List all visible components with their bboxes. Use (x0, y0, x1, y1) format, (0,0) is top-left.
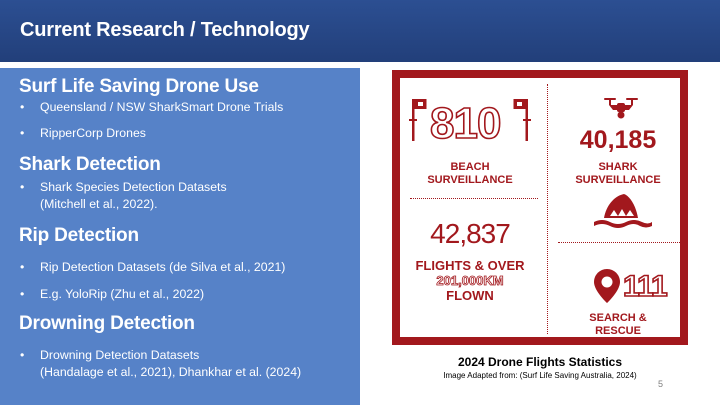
bullet-icon: • (20, 287, 25, 301)
infographic-caption-source: Image Adapted from: (Surf Life Saving Au… (443, 371, 637, 380)
bullet-text: Drowning Detection Datasets (40, 348, 200, 362)
section-heading-rip-detection: Rip Detection (19, 225, 139, 246)
section-heading-surf-life-saving: Surf Life Saving Drone Use (19, 76, 259, 97)
location-pin-icon (594, 269, 620, 303)
horizontal-divider (410, 198, 538, 199)
horizontal-divider (558, 242, 680, 243)
slide-number: 5 (658, 379, 664, 389)
section-heading-shark-detection: Shark Detection (19, 154, 161, 175)
rescue-label-line2: RESCUE (595, 325, 641, 337)
beach-label-line1: BEACH (450, 161, 490, 173)
bullet-text-continued: (Handalage et al., 2021), Dhankhar et al… (40, 365, 302, 379)
search-rescue-count: 111 (622, 269, 668, 304)
infographic-caption-title: 2024 Drone Flights Statistics (457, 355, 623, 369)
bullet-icon: • (20, 180, 25, 194)
bullet-icon: • (20, 260, 25, 274)
research-panel: Surf Life Saving Drone Use • Queensland … (0, 68, 360, 405)
rescue-label-line1: SEARCH & (589, 312, 647, 324)
shark-label-line1: SHARK (598, 161, 638, 173)
bullet-icon: • (20, 348, 25, 362)
drone-icon (604, 98, 638, 119)
flights-count: 42,837 (430, 218, 511, 249)
bullet-text: E.g. YoloRip (Zhu et al., 2022) (40, 287, 205, 301)
vertical-divider (547, 84, 548, 334)
bullet-text: RipperCorp Drones (40, 126, 146, 140)
beach-flags-icon (513, 99, 531, 141)
drone-stats-infographic: 810 BEACH SURVEILLANCE 40,185 SHARK SURV… (392, 70, 688, 345)
bullet-text: Rip Detection Datasets (de Silva et al.,… (40, 260, 286, 274)
shark-fin-icon (594, 194, 652, 228)
flights-distance: 201,000KM (436, 273, 504, 289)
flights-label-line1: FLIGHTS & OVER (415, 258, 525, 273)
shark-surveillance-count: 40,185 (579, 126, 657, 154)
beach-flags-icon (409, 99, 427, 141)
bullet-text: Queensland / NSW SharkSmart Drone Trials (40, 100, 284, 114)
shark-label-line2: SURVEILLANCE (575, 174, 661, 186)
bullet-icon: • (20, 100, 25, 114)
bullet-text-continued: (Mitchell et al., 2022). (40, 197, 158, 211)
beach-label-line2: SURVEILLANCE (427, 174, 513, 186)
beach-surveillance-count: 810 (429, 99, 502, 149)
bullet-icon: • (20, 126, 25, 140)
section-heading-drowning-detection: Drowning Detection (19, 313, 195, 334)
flights-label-line3: FLOWN (446, 288, 494, 303)
bullet-text: Shark Species Detection Datasets (40, 180, 227, 194)
slide-title: Current Research / Technology (20, 19, 310, 41)
title-bar: Current Research / Technology (0, 0, 720, 62)
